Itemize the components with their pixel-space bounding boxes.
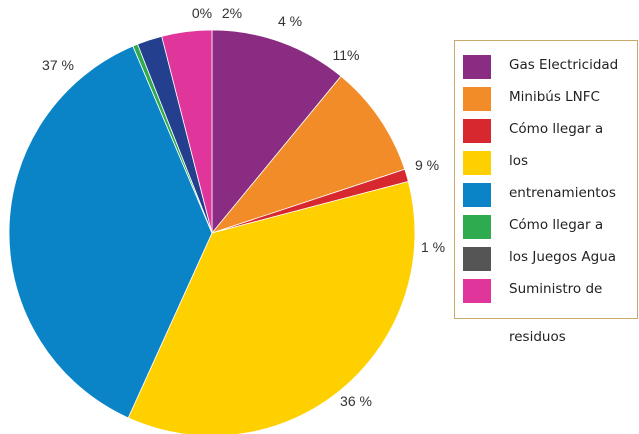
- legend-swatch-gas-electricidad: [463, 55, 491, 79]
- legend-label-entrenamientos: entrenamientos: [509, 185, 616, 201]
- pie-slice-0: [211, 29, 342, 235]
- pie-slice-3: [127, 180, 416, 434]
- slice-label-0: 11%: [333, 47, 360, 63]
- legend-label-como-llegar-2: Cómo llegar a: [509, 217, 604, 233]
- legend-swatch-como-llegar: [463, 119, 491, 143]
- legend-label-juegos-agua: los Juegos Agua: [509, 249, 616, 265]
- slice-label-1: 9 %: [415, 157, 439, 173]
- legend-swatch-los: [463, 151, 491, 175]
- slice-label-5: 0%: [192, 5, 212, 21]
- legend-label-como-llegar: Cómo llegar a: [509, 121, 604, 137]
- legend-label-suministro: Suministro de: [509, 281, 603, 297]
- pie-chart: 11% 9 % 1 % 36 % 37 % 0% 2% 4 %: [8, 5, 445, 434]
- slice-label-3: 36 %: [340, 393, 372, 409]
- legend-swatch-suministro: [463, 279, 491, 303]
- legend-label-los: los: [509, 153, 529, 169]
- slice-label-4: 37 %: [42, 57, 74, 73]
- legend-label-residuos: residuos: [509, 329, 566, 345]
- legend-label-gas-electricidad: Gas Electricidad: [509, 57, 619, 73]
- legend-swatch-juegos-agua: [463, 247, 491, 271]
- legend-swatch-minibus: [463, 87, 491, 111]
- legend-swatch-entrenamientos: [463, 183, 491, 207]
- slice-label-6: 2%: [222, 5, 242, 21]
- legend: Gas Electricidad Minibús LNFC Cómo llega…: [454, 40, 638, 345]
- pie-slice-1: [210, 75, 406, 234]
- slice-label-7: 4 %: [278, 13, 302, 29]
- pie-slice-4: [8, 45, 213, 419]
- legend-label-minibus: Minibús LNFC: [509, 89, 600, 105]
- slice-label-2: 1 %: [421, 239, 445, 255]
- legend-swatch-como-llegar-2: [463, 215, 491, 239]
- pie-slice-7: [161, 29, 213, 234]
